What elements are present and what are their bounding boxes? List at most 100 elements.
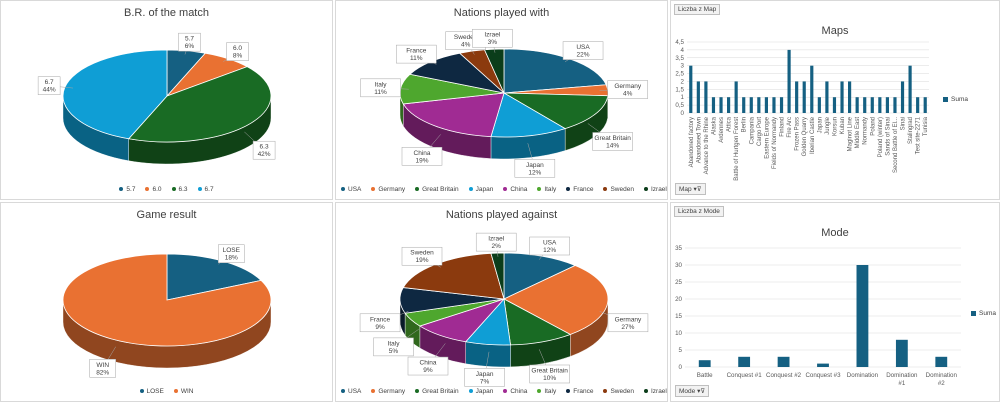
legend-label: Italy <box>544 186 557 193</box>
bar[interactable] <box>711 97 716 113</box>
maps-chart-panel[interactable]: Liczba z Map Maps 0 0,5 1 1,5 2 2,5 3 3,5 4 4,5 Ab… <box>670 0 1000 200</box>
bar[interactable] <box>848 81 852 113</box>
slice-label: Germany <box>615 316 642 323</box>
slice-label: LOSE <box>223 247 241 254</box>
legend-label: 6.0 <box>152 186 162 193</box>
slice-label: Japan <box>476 371 494 378</box>
legend-swatch <box>643 389 648 394</box>
legend-item-france: France <box>566 388 593 395</box>
legend-item-6-0: 6.0 <box>145 186 162 193</box>
bar[interactable] <box>704 81 708 113</box>
legend-swatch <box>119 187 124 192</box>
bar[interactable] <box>923 97 927 113</box>
bar[interactable] <box>817 363 829 367</box>
legend-item-6-7: 6.7 <box>197 186 214 193</box>
nations-with-chart-panel[interactable]: Nations played with USA 22% Germany 4% Great… <box>335 0 668 200</box>
filter-label: Mode <box>679 388 696 395</box>
map-filter-button[interactable]: Map ▾⊽ <box>675 183 706 195</box>
legend-label: Izrael <box>650 186 667 193</box>
bar[interactable] <box>832 97 837 113</box>
x-tick-label: Ardennes <box>719 117 725 143</box>
bar[interactable] <box>885 97 889 113</box>
field-tag[interactable]: Liczba z Map <box>674 4 721 15</box>
legend-label: Italy <box>544 388 557 395</box>
y-tick-label: 3,5 <box>675 55 684 62</box>
x-tick-label: Abandoned Town <box>696 117 702 163</box>
chart-title: Nations played against <box>445 209 558 221</box>
slice-percent: 12% <box>543 247 556 254</box>
slice-percent: 9% <box>375 324 385 331</box>
bar[interactable] <box>863 97 867 113</box>
pie-slice-china[interactable] <box>402 92 505 138</box>
bar[interactable] <box>802 81 806 113</box>
slice-percent: 18% <box>225 255 238 262</box>
y-tick-label: 2,5 <box>675 71 684 78</box>
pie-slice-germany[interactable] <box>503 265 609 335</box>
bar[interactable] <box>825 81 829 113</box>
bar[interactable] <box>689 65 693 113</box>
bar[interactable] <box>738 356 751 367</box>
bar[interactable] <box>779 97 784 113</box>
y-tick-label: 0 <box>679 364 683 371</box>
legend-item-china: China <box>503 186 527 193</box>
mode-chart-panel[interactable]: Liczba z Mode Mode 0 5 10 15 20 25 30 35 Battle C… <box>670 202 1000 402</box>
x-tick-label: Frozen Pass <box>795 117 801 151</box>
bar[interactable] <box>764 97 768 113</box>
bar[interactable] <box>810 65 814 113</box>
bar[interactable] <box>855 97 859 113</box>
bar[interactable] <box>749 97 753 113</box>
chart-title: Maps <box>821 25 849 37</box>
br-chart-panel[interactable]: B.R. of the match 5.7 6% 6.0 8% 6.3 42% 6.7 44%… <box>0 0 333 200</box>
bar[interactable] <box>734 81 738 113</box>
bar[interactable] <box>795 81 799 113</box>
bar[interactable] <box>893 97 897 113</box>
bar[interactable] <box>878 97 882 113</box>
legend-label: France <box>573 186 594 193</box>
pie-slice-japan[interactable] <box>490 92 567 138</box>
bar[interactable] <box>698 360 711 367</box>
bar[interactable] <box>935 356 948 367</box>
field-tag[interactable]: Liczba z Mode <box>674 206 724 217</box>
bar[interactable] <box>856 265 869 367</box>
x-tick-label: Berlin <box>742 117 748 132</box>
bar[interactable] <box>908 65 912 113</box>
pie-slice-6-3[interactable] <box>127 66 272 143</box>
slice-label: France <box>406 48 427 55</box>
bar[interactable] <box>757 97 761 113</box>
bar[interactable] <box>900 81 905 113</box>
game-result-chart-panel[interactable]: Game result LOSE 18% WIN 82% LOSE WIN <box>0 202 333 402</box>
bar[interactable] <box>870 97 874 113</box>
pie-slice-usa[interactable] <box>503 252 577 300</box>
x-tick-label: Domination <box>847 372 879 379</box>
pie-slice-win[interactable] <box>62 253 272 347</box>
bar[interactable] <box>777 356 790 367</box>
x-tick-label: Attica <box>727 116 733 132</box>
legend-swatch <box>371 389 376 394</box>
bar[interactable] <box>696 81 700 113</box>
legend-swatch <box>566 187 571 192</box>
bar[interactable] <box>742 97 746 113</box>
legend-swatch <box>603 187 608 192</box>
y-tick-label: 10 <box>675 330 682 337</box>
nations-against-chart-panel[interactable]: Nations played against USA 12% Germany 27% G… <box>335 202 668 402</box>
legend-label: Suma <box>979 310 996 317</box>
pie-slice-great-britain[interactable] <box>503 92 609 130</box>
bar[interactable] <box>916 97 920 113</box>
bar[interactable] <box>840 81 844 113</box>
legend-swatch <box>468 187 473 192</box>
mode-filter-button[interactable]: Mode ▾⊽ <box>675 385 710 397</box>
bar[interactable] <box>727 97 731 113</box>
bar[interactable] <box>772 97 776 113</box>
bar[interactable] <box>895 339 908 367</box>
x-tick-label: Fields of Normandy <box>772 117 778 169</box>
bar[interactable] <box>817 97 821 113</box>
bar[interactable] <box>719 97 723 113</box>
bar[interactable] <box>787 49 791 113</box>
x-tick-label: #2 <box>938 380 945 387</box>
